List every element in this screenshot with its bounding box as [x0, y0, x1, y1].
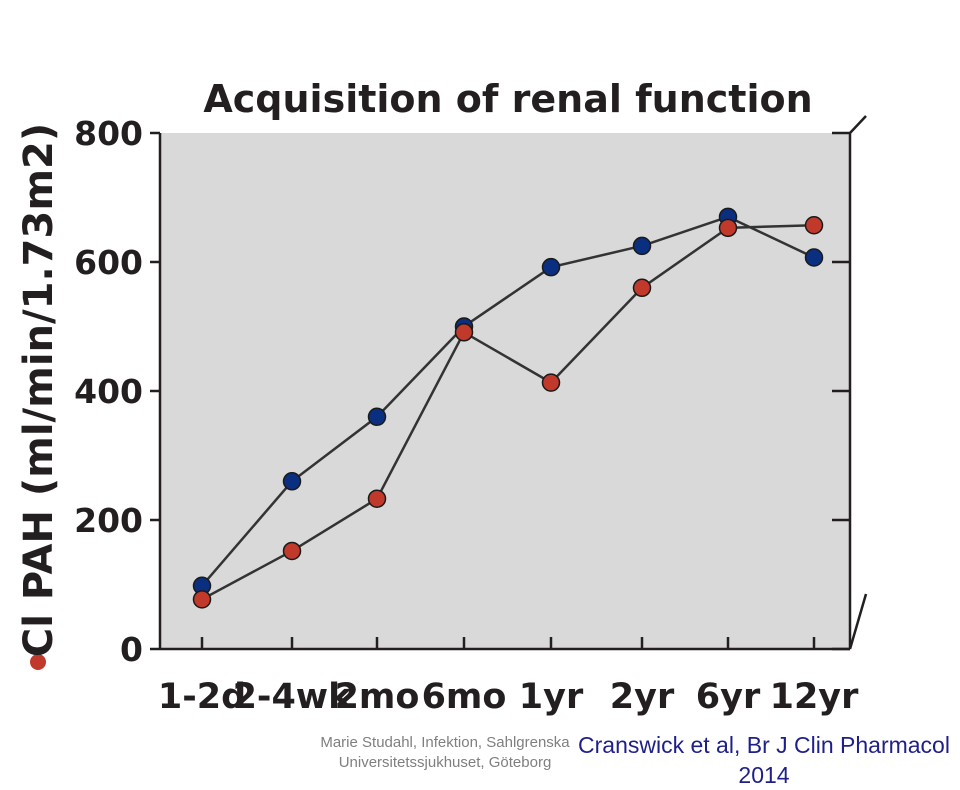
x-tick-label: 6mo: [422, 677, 507, 717]
x-tick-label: 2yr: [610, 677, 675, 717]
data-point-series-2: [454, 323, 474, 342]
x-tick-label: 1yr: [519, 677, 584, 717]
credit-line-2: Universitetssjukhuset, Göteborg: [338, 754, 552, 771]
data-point-series-2: [804, 215, 824, 235]
data-point-series-1: [632, 236, 652, 256]
y-tick-label: 800: [74, 114, 143, 153]
citation-line-1: Cranswick et al, Br J Clin Pharmacol: [578, 732, 950, 758]
y-tick-label: 400: [74, 372, 143, 411]
y-tick-label: 0: [120, 630, 143, 669]
citation-line-2: 2014: [738, 762, 790, 788]
data-point-series-1: [367, 407, 387, 427]
x-tick-label: 2mo: [335, 677, 420, 717]
chart-title: Acquisition of renal function: [203, 77, 812, 121]
series-line-2: [201, 223, 815, 601]
data-point-series-1: [804, 248, 824, 267]
y-ticks: 0 200 400 600 800: [74, 114, 850, 669]
legend-marker: [30, 654, 46, 670]
credit-line-1: Marie Studahl, Infektion, Sahlgrenska: [320, 734, 570, 751]
citation-text: Cranswick et al, Br J Clin Pharmacol 201…: [568, 730, 960, 790]
break-mark-top: [849, 115, 867, 134]
y-tick-label: 600: [74, 243, 143, 282]
plot-area: [160, 133, 850, 649]
data-point-series-1: [541, 257, 561, 277]
x-tick-label: 6yr: [696, 677, 761, 717]
data-point-series-2: [718, 218, 738, 238]
data-point-series-2: [192, 590, 212, 609]
y-axis-label: Cl PAH (ml/min/1.73m2): [16, 123, 62, 657]
data-point-series-2: [541, 373, 561, 392]
series-line-1: [201, 215, 815, 587]
x-tick-label: 2-4wk: [233, 677, 353, 717]
break-mark-bottom: [848, 593, 868, 650]
credit-text: Marie Studahl, Infektion, Sahlgrenska Un…: [300, 733, 590, 773]
data-point-series-2: [367, 489, 387, 508]
y-axis-label-group: Cl PAH (ml/min/1.73m2): [16, 123, 62, 670]
x-tick-label: 1-2d: [158, 677, 246, 717]
data-point-series-2: [282, 541, 302, 561]
data-point-series-1: [282, 472, 302, 491]
y-tick-label: 200: [74, 501, 143, 540]
x-tick-label: 12yr: [770, 677, 860, 717]
data-point-series-2: [632, 278, 652, 298]
decorative-diagonal-marks: [848, 115, 868, 650]
series-group: [192, 207, 824, 609]
